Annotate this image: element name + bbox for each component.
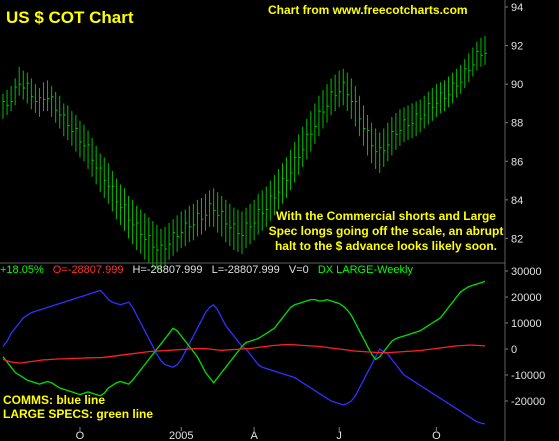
status-bar: +18.05% O=-28807.999 H=-28807.999 L=-288… <box>0 265 419 276</box>
price-axis-tick-label: 88 <box>511 118 523 130</box>
cot-series-comms <box>2 289 486 425</box>
price-axis-tick-label: 84 <box>511 195 523 207</box>
time-axis-tick-label: J <box>336 430 342 441</box>
status-high: H=-28807.999 <box>132 264 203 276</box>
price-ohlc-bars <box>2 35 487 272</box>
chart-annotation: With the Commercial shorts and Large Spe… <box>268 209 504 253</box>
chart-title: US $ COT Chart <box>6 8 134 27</box>
time-axis-tick-label: O <box>76 430 85 441</box>
cot-axis-tick-label: -10000 <box>511 370 545 382</box>
status-change: +18.05% <box>0 264 44 276</box>
source-credit: Chart from www.freecotcharts.com <box>268 3 468 17</box>
price-axis-tick-label: 82 <box>511 233 523 245</box>
cot-series-large_specs <box>2 280 486 397</box>
cot-lines <box>2 280 486 425</box>
cot-axis-tick-label: 30000 <box>511 266 542 278</box>
cot-series-other <box>2 343 486 364</box>
time-axis-tick-label: O <box>432 430 441 441</box>
price-axis-tick-label: 90 <box>511 79 523 91</box>
cot-axis-tick-label: 0 <box>511 344 517 356</box>
time-axis-tick-label: A <box>250 430 258 441</box>
price-axis-tick-label: 92 <box>511 41 523 53</box>
status-open: O=-28807.999 <box>52 264 124 276</box>
time-axis: O 2005 A J O <box>76 427 441 441</box>
status-low: L=-28807.999 <box>211 264 280 276</box>
cot-axis-tick-label: -20000 <box>511 396 545 408</box>
price-axis-tick-label: 94 <box>511 2 523 14</box>
status-series: DX LARGE-Weekly <box>317 264 413 276</box>
legend-large-specs: LARGE SPECS: green line <box>3 407 154 421</box>
status-volume: V=0 <box>288 264 309 276</box>
cot-axis-tick-label: 10000 <box>511 318 542 330</box>
cot-axis: 30000 20000 10000 0 -10000 -20000 <box>505 266 545 408</box>
price-axis-tick-label: 86 <box>511 156 523 168</box>
time-axis-tick-label: 2005 <box>169 430 193 441</box>
cot-axis-tick-label: 20000 <box>511 292 542 304</box>
legend-comms: COMMS: blue line <box>3 393 105 407</box>
